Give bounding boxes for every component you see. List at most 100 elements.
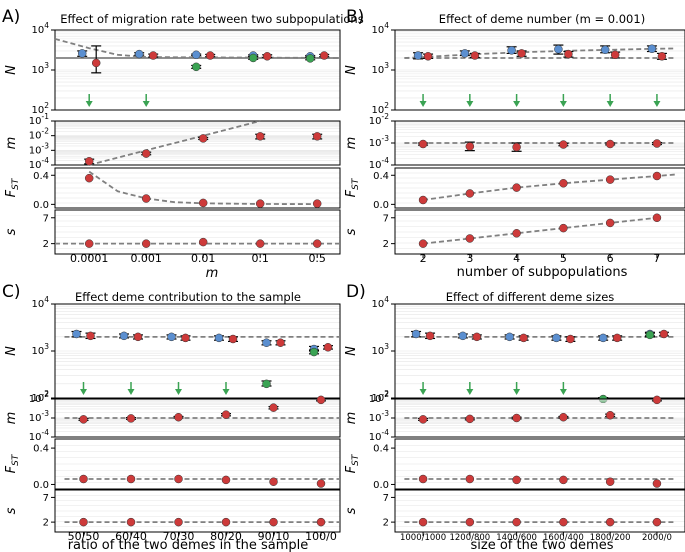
point-red: [559, 179, 568, 188]
panel-d-fst-subplot: 0.0 0.4 FST: [344, 438, 685, 491]
point-red: [323, 343, 333, 352]
point-red: [559, 517, 568, 527]
point-red: [174, 474, 183, 484]
panel-b-xlabel: number of subpopulations: [457, 265, 628, 280]
detection-arrow-head: [419, 389, 427, 395]
y-tick-label: 103: [31, 61, 49, 76]
panel-d-s-subplot: 2 7 s: [344, 489, 685, 533]
y-axis-label: N: [344, 65, 359, 75]
point-red: [84, 157, 94, 166]
y-tick-label: 104: [371, 21, 389, 36]
point-red: [652, 479, 662, 488]
point-green: [645, 330, 655, 340]
point-red: [652, 213, 662, 223]
y-tick-label: 104: [31, 21, 49, 36]
point-red: [652, 139, 662, 148]
point-red: [228, 334, 238, 344]
point-red: [79, 517, 88, 527]
point-red: [148, 51, 158, 60]
point-red: [255, 132, 265, 141]
panel-c-s-subplot: 2 7 s: [4, 489, 341, 533]
y-axis-label: FST: [344, 177, 361, 197]
panel-c-title: Effect deme contribution to the sample: [75, 290, 301, 304]
point-red: [316, 479, 326, 488]
x-tick-label: 70/30: [163, 530, 195, 543]
x-tick-label: 90/10: [258, 530, 290, 543]
point-red: [84, 173, 94, 183]
y-axis-label: s: [4, 507, 19, 514]
point-green: [305, 54, 315, 63]
axes-frame: [394, 167, 685, 209]
panel-d: 102103104N10-410-310-2m0.00.4FST27s1000/…: [344, 295, 685, 543]
x-tick-label: 6: [607, 252, 614, 265]
detection-arrow-head: [513, 389, 521, 395]
y-tick-label: 0.4: [373, 444, 389, 455]
panel-c-xlabel: ratio of the two demes in the sample: [68, 538, 309, 552]
point-blue: [413, 51, 423, 60]
point-red: [465, 234, 475, 243]
panel-c-fst-subplot: 0.0 0.4 FST: [4, 438, 341, 491]
point-red: [262, 52, 272, 61]
point-red: [174, 412, 183, 422]
axes-frame: [394, 438, 685, 490]
y-axis-label: s: [4, 228, 19, 235]
point-red: [465, 189, 475, 198]
point-red: [519, 333, 528, 343]
point-red: [126, 517, 136, 527]
point-green: [262, 379, 271, 389]
point-red: [605, 175, 615, 184]
detection-arrow-head: [466, 101, 474, 107]
point-red: [221, 410, 231, 419]
point-red: [652, 171, 662, 181]
point-red: [126, 474, 136, 484]
y-tick-label: 0.4: [33, 171, 49, 182]
point-green: [248, 53, 258, 63]
point-red: [86, 331, 95, 341]
point-red: [255, 239, 265, 248]
x-tick-label: 0.0001: [70, 252, 109, 265]
y-tick-label: 0.0: [373, 480, 389, 491]
axes-frame: [54, 489, 341, 533]
point-red: [312, 132, 322, 141]
y-tick-label: 10-4: [369, 156, 389, 171]
point-red: [605, 517, 615, 527]
point-red: [126, 414, 136, 423]
expected-line-dashed: [422, 173, 676, 201]
point-blue: [647, 44, 657, 53]
point-blue: [554, 45, 563, 54]
point-red: [255, 199, 265, 208]
point-red: [559, 475, 568, 485]
point-blue: [458, 331, 468, 341]
point-red: [512, 475, 521, 485]
x-tick-label: 0.5: [308, 252, 326, 265]
detection-arrow-head: [419, 101, 427, 107]
point-red: [605, 477, 615, 486]
point-red: [91, 58, 101, 68]
point-blue: [262, 338, 271, 347]
point-red: [198, 237, 208, 247]
expected-line-dashed: [88, 120, 261, 166]
point-blue: [167, 332, 176, 342]
axes-frame: [54, 120, 341, 166]
y-axis-label: N: [4, 65, 19, 75]
panel-b-fst-subplot: 0.0 0.4 FST: [344, 167, 685, 211]
point-red: [512, 229, 521, 238]
detection-arrow-head: [222, 389, 230, 395]
point-red: [512, 413, 521, 423]
point-red: [181, 333, 190, 343]
point-blue: [460, 49, 470, 58]
y-tick-label: 0.4: [373, 171, 389, 182]
point-red: [470, 51, 480, 60]
panel-a-s-subplot: 2 7 s: [4, 209, 341, 255]
point-red: [652, 517, 662, 527]
axes-frame: [394, 209, 685, 255]
panel-c-m-subplot: 10-410-310-2m: [4, 390, 341, 443]
point-red: [269, 517, 278, 527]
point-red: [276, 338, 285, 347]
point-red: [465, 142, 475, 151]
point-red: [79, 415, 88, 424]
panel-c: 102103104N10-410-310-2m0.00.4FST27s50/50…: [4, 295, 341, 543]
x-tick-label: 7: [653, 252, 660, 265]
